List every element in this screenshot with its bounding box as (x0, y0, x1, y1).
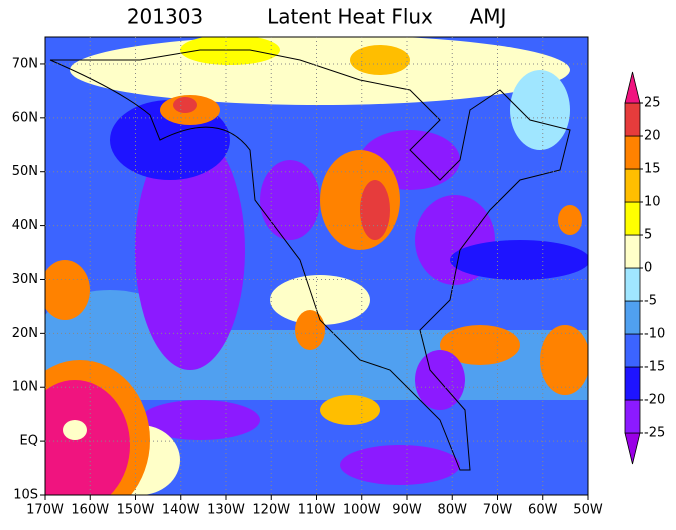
colorbar-label: 15 (644, 162, 661, 177)
flux-region (450, 240, 588, 280)
y-tick-label: 70N (12, 56, 38, 71)
y-tick-label: 60N (12, 110, 38, 125)
colorbar-bin (624, 366, 641, 401)
colorbar-bin (624, 399, 641, 434)
colorbar-label: 10 (644, 195, 661, 210)
x-tick-label: 170W (26, 503, 64, 518)
colorbar-label: 5 (644, 228, 652, 243)
colorbar-label: -5 (644, 294, 657, 309)
colorbar-bin (624, 168, 641, 203)
colorbar-label: -10 (644, 327, 665, 342)
colorbar-bin (624, 333, 641, 368)
flux-region (270, 275, 370, 325)
colorbar-label: -25 (644, 426, 665, 441)
x-tick-label: 50W (573, 503, 603, 518)
flux-region (140, 400, 260, 440)
flux-field (45, 37, 588, 495)
x-tick-label: 120W (252, 503, 290, 518)
title-season: AMJ (470, 5, 507, 29)
flux-region (45, 260, 90, 320)
colorbar-label: 25 (644, 96, 661, 111)
x-tick-label: 130W (207, 503, 245, 518)
colorbar-bin (624, 267, 641, 302)
colorbar-label: -20 (644, 393, 665, 408)
colorbar-bin (624, 300, 641, 335)
y-tick-label: EQ (20, 434, 38, 449)
flux-region (360, 180, 390, 240)
colorbar-label: 0 (644, 261, 652, 276)
x-tick-label: 60W (528, 503, 558, 518)
colorbar-bin (624, 234, 641, 269)
y-tick-label: 30N (12, 272, 38, 287)
x-tick-label: 100W (343, 503, 381, 518)
flux-region (510, 70, 570, 150)
flux-region (63, 420, 87, 440)
x-tick-label: 150W (117, 503, 155, 518)
flux-region (173, 97, 197, 113)
flux-region (180, 37, 280, 65)
colorbar-bin (624, 201, 641, 236)
colorbar-label: 20 (644, 129, 661, 144)
colorbar-label: -15 (644, 360, 665, 375)
flux-region (45, 380, 130, 495)
colorbar-bin (624, 135, 641, 170)
colorbar-bin (624, 102, 641, 137)
flux-region (260, 160, 320, 240)
coastline (49, 49, 571, 471)
colorbar-bin (624, 432, 641, 465)
colorbar-bin (624, 71, 641, 104)
flux-region (558, 205, 582, 235)
flux-region (350, 45, 410, 75)
y-tick-label: 10S (13, 488, 38, 503)
flux-region (135, 130, 245, 370)
title-variable: Latent Heat Flux (267, 5, 433, 29)
x-tick-label: 110W (298, 503, 336, 518)
flux-region (295, 310, 325, 350)
y-tick-label: 10N (12, 380, 38, 395)
x-tick-label: 140W (162, 503, 200, 518)
y-tick-label: 40N (12, 218, 38, 233)
x-tick-label: 160W (71, 503, 109, 518)
x-tick-label: 80W (438, 503, 468, 518)
flux-region (320, 395, 380, 425)
flux-region (340, 445, 460, 485)
y-tick-label: 20N (12, 326, 38, 341)
flux-region (440, 325, 520, 365)
x-tick-label: 70W (483, 503, 513, 518)
flux-region (70, 37, 570, 105)
title-date: 201303 (127, 5, 203, 29)
x-tick-label: 90W (392, 503, 422, 518)
flux-region (540, 325, 588, 395)
y-tick-label: 50N (12, 164, 38, 179)
